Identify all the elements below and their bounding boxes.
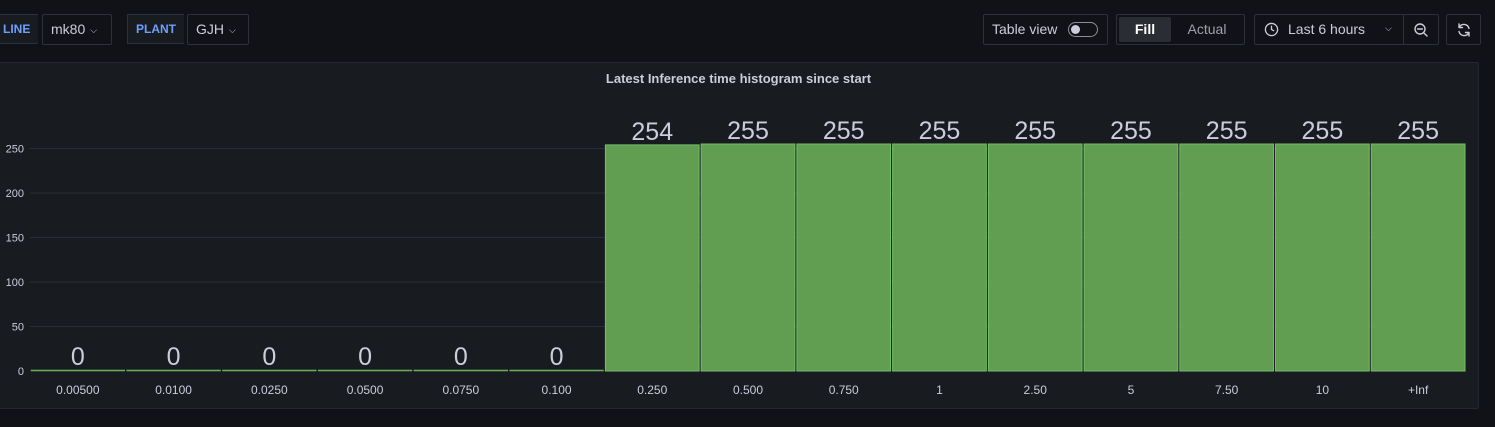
- bar-value-label: 255: [1206, 117, 1248, 145]
- bar-value-label: 255: [1014, 117, 1056, 145]
- refresh-icon: [1458, 23, 1470, 37]
- bar-value-label: 255: [727, 117, 769, 145]
- bar-value-label: 0: [71, 343, 85, 371]
- variable-label-line: LINE: [0, 14, 39, 44]
- zoom-out-icon: [1414, 23, 1428, 37]
- variable-value-plant: GJH: [196, 21, 224, 37]
- y-tick-label: 50: [12, 321, 24, 333]
- chevron-down-icon: ⌵: [90, 25, 98, 35]
- y-tick-label: 200: [6, 188, 24, 200]
- variable-label-plant: PLANT: [127, 14, 184, 44]
- y-tick-label: 100: [6, 277, 24, 289]
- histogram-bar: [987, 143, 1083, 372]
- x-tick-label: 0.250: [637, 383, 667, 397]
- x-tick-label: 0.0250: [251, 383, 288, 397]
- dashboard-toolbar: LINE mk80 ⌵ PLANT GJH ⌵ Table view Fill Ac…: [0, 0, 1495, 60]
- histogram-bar: [700, 143, 796, 372]
- time-range-label: Last 6 hours: [1288, 21, 1366, 37]
- histogram-bar: [1179, 143, 1275, 372]
- histogram-bar: [1370, 143, 1466, 372]
- bar-value-label: 0: [167, 343, 181, 371]
- chevron-down-icon: ⌵: [229, 25, 236, 35]
- clock-icon: [1264, 22, 1279, 37]
- refresh-button[interactable]: [1446, 14, 1481, 45]
- bar-value-label: 255: [1397, 117, 1439, 145]
- time-range-button[interactable]: Last 6 hours ⌵: [1255, 15, 1402, 44]
- bar-value-label: 0: [454, 343, 468, 371]
- x-tick-label: 0.0750: [442, 383, 479, 397]
- histogram-bar: [222, 369, 317, 372]
- y-tick-label: 0: [18, 366, 24, 378]
- histogram-bar: [892, 143, 987, 372]
- x-tick-label: 5: [1128, 383, 1135, 397]
- table-view-label: Table view: [992, 21, 1058, 37]
- histogram-bar: [413, 369, 508, 372]
- histogram-bar: [796, 143, 892, 372]
- histogram-bar: [30, 369, 125, 372]
- histogram-bar: [317, 369, 413, 372]
- x-tick-label: 7.50: [1215, 383, 1239, 397]
- x-tick-label: 0.0500: [347, 383, 384, 397]
- bar-value-label: 0: [262, 343, 276, 371]
- bar-value-label: 255: [1110, 117, 1152, 145]
- variable-select-plant[interactable]: GJH ⌵: [187, 14, 249, 45]
- actual-option[interactable]: Actual: [1187, 21, 1227, 37]
- histogram-bar: [509, 369, 604, 372]
- x-tick-label: 0.750: [829, 383, 859, 397]
- toggle-knob: [1071, 25, 1080, 34]
- histogram-bar: [1275, 143, 1370, 372]
- x-tick-label: +Inf: [1408, 383, 1429, 397]
- bar-value-label: 255: [1302, 117, 1344, 145]
- fill-actual-radio-group: Fill Actual: [1116, 14, 1245, 45]
- chevron-down-icon: ⌵: [1385, 23, 1392, 33]
- table-view-toggle[interactable]: Table view: [983, 14, 1108, 45]
- bar-value-label: 255: [919, 117, 961, 145]
- bar-value-label: 0: [358, 343, 372, 371]
- x-tick-label: 0.0100: [155, 383, 192, 397]
- bar-value-label: 254: [631, 118, 673, 146]
- bar-chart: 05010015020025000.0050000.010000.025000.…: [6, 117, 1466, 397]
- x-tick-label: 0.500: [733, 383, 763, 397]
- toggle-switch[interactable]: [1068, 22, 1098, 37]
- histogram-panel: Latest Inference time histogram since st…: [0, 62, 1479, 409]
- x-tick-label: 10: [1316, 383, 1330, 397]
- x-tick-label: 0.100: [542, 383, 572, 397]
- y-tick-label: 150: [6, 232, 24, 244]
- histogram-bar: [126, 369, 221, 372]
- x-tick-label: 2.50: [1024, 383, 1048, 397]
- panel-title: Latest Inference time histogram since st…: [605, 71, 872, 86]
- zoom-out-button[interactable]: [1403, 15, 1439, 44]
- histogram-bar: [604, 144, 700, 372]
- fill-option[interactable]: Fill: [1119, 17, 1171, 42]
- variable-select-line[interactable]: mk80 ⌵: [42, 14, 112, 45]
- time-range-picker: Last 6 hours ⌵: [1254, 14, 1439, 45]
- bar-value-label: 255: [823, 117, 865, 145]
- x-tick-label: 1: [936, 383, 943, 397]
- x-tick-label: 0.00500: [56, 383, 100, 397]
- y-tick-label: 250: [6, 143, 24, 155]
- bar-value-label: 0: [550, 343, 564, 371]
- histogram-bar: [1083, 143, 1179, 372]
- variable-value-line: mk80: [51, 21, 86, 37]
